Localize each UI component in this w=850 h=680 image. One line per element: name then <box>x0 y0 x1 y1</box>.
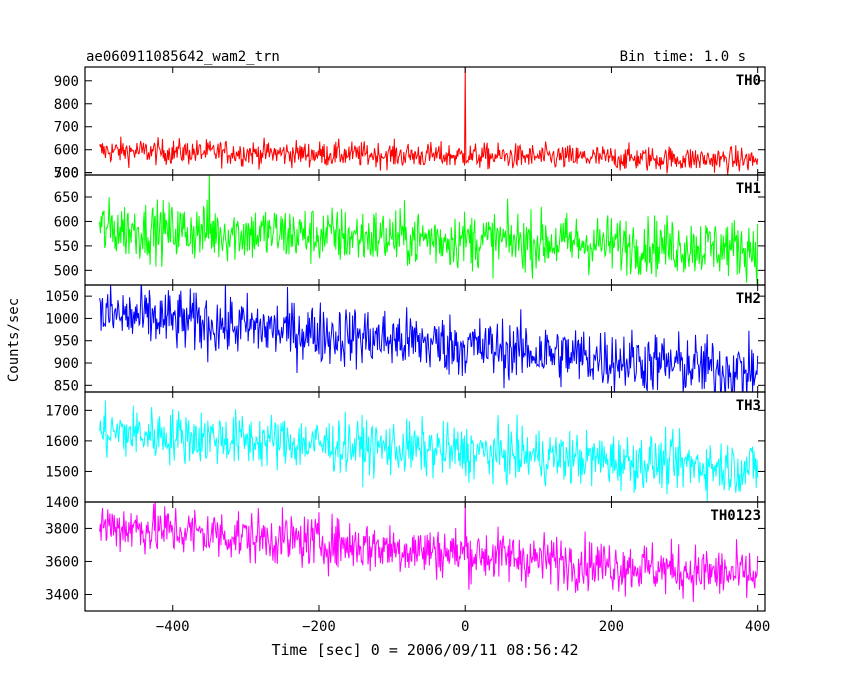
y-tick-label: 1000 <box>45 311 79 327</box>
series-line-th0123 <box>99 502 759 603</box>
panel-th0: 500 600 700 800 900 TH0 <box>54 66 766 182</box>
y-tick-label: 900 <box>54 356 79 372</box>
series-line-th2 <box>99 285 759 392</box>
y-tick-label: 1500 <box>45 464 79 480</box>
y-tick-label: 3400 <box>45 587 79 603</box>
y-tick-label: 900 <box>54 74 79 90</box>
y-tick-label: 850 <box>54 378 79 394</box>
panel-th0123: 3400 3600 3800 TH0123 <box>45 501 766 612</box>
y-axis-label: Counts/sec <box>6 298 22 382</box>
panel-label: TH1 <box>736 181 761 197</box>
x-tick-label: −400 <box>156 619 190 635</box>
y-tick-label: 950 <box>54 334 79 350</box>
y-tick-label: 1700 <box>45 403 79 419</box>
panel-label: TH2 <box>736 291 761 307</box>
panel-th3: 1400 1500 1600 1700 TH3 <box>45 391 766 511</box>
chart-title-right: Bin time: 1.0 s <box>620 49 746 65</box>
y-tick-label: 550 <box>54 239 79 255</box>
panel-label: TH0 <box>736 73 761 89</box>
y-tick-label: 3600 <box>45 554 79 570</box>
y-tick-label: 1050 <box>45 289 79 305</box>
panel-th2: 850 900 950 1000 1050 TH2 <box>45 284 766 394</box>
y-tick-label: 800 <box>54 97 79 113</box>
series-line-th1 <box>99 175 759 285</box>
x-axis-label: Time [sec] 0 = 2006/09/11 08:56:42 <box>271 641 578 659</box>
panel-label: TH0123 <box>710 508 761 524</box>
chart-title-left: ae060911085642_wam2_trn <box>86 49 280 65</box>
x-tick-label: 0 <box>461 619 469 635</box>
y-tick-label: 650 <box>54 190 79 206</box>
x-tick-label: 200 <box>599 619 624 635</box>
series-line-th0 <box>99 67 759 175</box>
series-line-th3 <box>99 400 759 502</box>
x-tick-label: 400 <box>745 619 770 635</box>
y-tick-label: 500 <box>54 263 79 279</box>
panel-th1: 500 550 600 650 700 TH1 <box>54 166 766 286</box>
y-tick-label: 700 <box>54 166 79 182</box>
y-tick-label: 700 <box>54 120 79 136</box>
y-tick-label: 600 <box>54 214 79 230</box>
y-tick-label: 1400 <box>45 495 79 511</box>
panel-label: TH3 <box>736 398 761 414</box>
y-tick-label: 500 <box>54 166 79 182</box>
x-tick-label: −200 <box>302 619 336 635</box>
panel-frame <box>84 501 766 612</box>
y-tick-label: 1600 <box>45 434 79 450</box>
y-tick-label: 600 <box>54 143 79 159</box>
y-tick-label: 3800 <box>45 521 79 537</box>
